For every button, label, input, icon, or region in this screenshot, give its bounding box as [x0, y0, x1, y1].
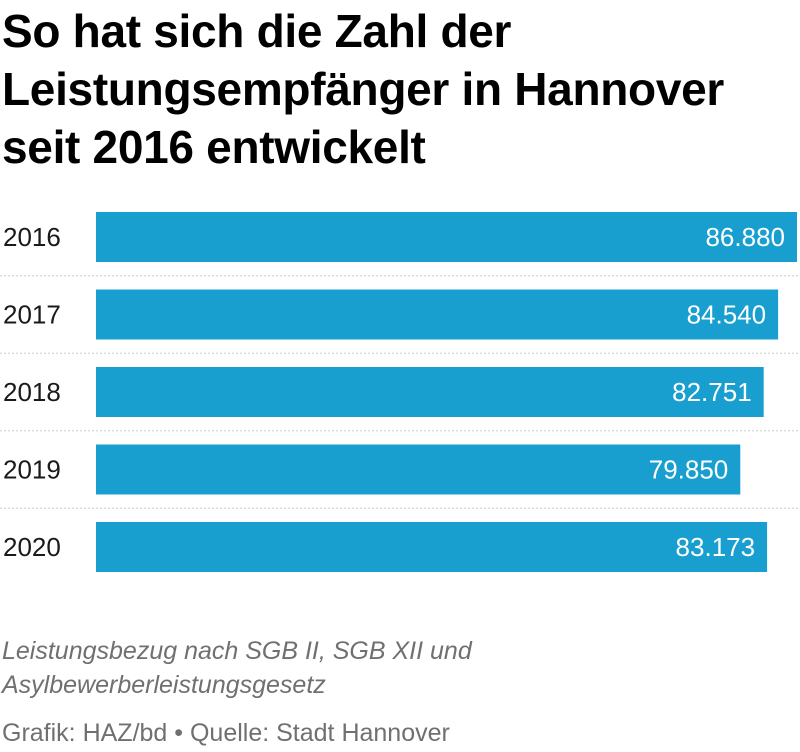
- bar-2018: [96, 367, 764, 417]
- bar-value-label: 83.173: [676, 532, 756, 562]
- bar-2019: [96, 444, 741, 495]
- bar-value-label: 79.850: [649, 455, 729, 485]
- bar-2020: [96, 522, 768, 572]
- bar-value-label: 86.880: [705, 222, 785, 252]
- bar-value-label: 82.751: [672, 377, 752, 407]
- chart-caption: Leistungsbezug nach SGB II, SGB XII und …: [2, 637, 472, 699]
- chart-title: So hat sich die Zahl der Leistungsempfän…: [2, 5, 725, 173]
- category-label: 2017: [3, 300, 61, 330]
- chart-source: Grafik: HAZ/bd • Quelle: Stadt Hannover: [2, 719, 450, 747]
- category-label: 2018: [3, 377, 61, 407]
- category-label: 2016: [3, 222, 61, 252]
- bar-2016: [96, 212, 797, 262]
- bar-2017: [96, 289, 779, 340]
- category-label: 2020: [3, 532, 61, 562]
- bar-value-label: 84.540: [687, 300, 767, 330]
- category-label: 2019: [3, 455, 61, 485]
- bar-chart: 2016 86.880 2017 84.540 2018 82.751 2019 79.850…: [0, 212, 800, 572]
